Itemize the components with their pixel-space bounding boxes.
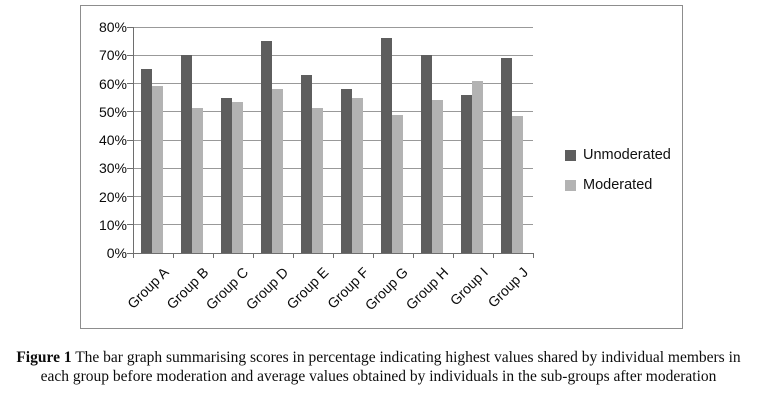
gridline	[133, 196, 533, 197]
bar-group-b-unmoderated	[181, 55, 192, 253]
gridline	[133, 111, 533, 113]
y-axis-tick	[127, 224, 133, 226]
y-axis-tick	[127, 83, 133, 84]
x-axis-tick	[412, 253, 414, 258]
gridline	[133, 54, 533, 56]
y-axis-tick	[127, 196, 133, 197]
bar-group-i-moderated	[472, 80, 483, 253]
x-axis-tick	[132, 253, 134, 258]
bar-group-g-moderated	[392, 114, 403, 253]
legend-item-unmoderated: Unmoderated	[565, 147, 671, 163]
x-axis-tick	[372, 253, 374, 258]
x-axis-label: Group D	[242, 264, 292, 313]
x-axis-label: Group H	[402, 264, 452, 313]
bar-group-d-unmoderated	[261, 41, 272, 253]
bar-group-j-moderated	[512, 115, 523, 253]
gridline	[133, 83, 533, 84]
legend-label-unmoderated: Unmoderated	[583, 147, 671, 163]
bar-group-d-moderated	[272, 89, 283, 253]
bar-group-f-unmoderated	[341, 89, 352, 253]
y-axis-tick	[127, 252, 133, 254]
x-axis-tick	[492, 253, 494, 258]
x-axis-tick	[212, 253, 214, 258]
x-axis-tick	[532, 253, 534, 258]
figure-caption: Figure 1 The bar graph summarising score…	[0, 349, 757, 386]
unmoderated-swatch-icon	[565, 149, 576, 161]
x-axis-label: Group C	[202, 264, 252, 313]
bar-group-h-moderated	[432, 100, 443, 253]
legend-label-moderated: Moderated	[583, 177, 653, 193]
x-axis-tick	[172, 253, 174, 258]
x-axis-tick	[292, 253, 294, 258]
bar-group-i-unmoderated	[461, 94, 472, 253]
x-axis-label: Group I	[446, 264, 492, 309]
y-axis-tick	[127, 167, 133, 169]
bar-group-a-unmoderated	[141, 69, 152, 253]
gridline	[133, 26, 533, 28]
x-axis-label: Group G	[362, 264, 412, 314]
bar-group-c-moderated	[232, 101, 243, 253]
y-axis-tick	[127, 139, 133, 141]
y-axis-line	[132, 27, 134, 253]
y-axis-tick	[127, 111, 133, 113]
x-axis-label: Group E	[283, 264, 332, 313]
bar-group-j-unmoderated	[501, 58, 512, 253]
y-axis-label: 0%	[106, 245, 127, 261]
x-axis-tick	[332, 253, 334, 258]
y-axis-label: 60%	[98, 75, 127, 92]
bar-group-e-unmoderated	[301, 75, 312, 253]
y-axis-label: 30%	[98, 160, 127, 177]
y-axis-label: 70%	[98, 47, 127, 64]
x-axis-label: Group A	[123, 264, 172, 312]
y-axis-label: 50%	[98, 103, 127, 120]
y-axis-tick	[127, 54, 133, 56]
y-axis-label: 80%	[98, 19, 127, 35]
bar-group-e-moderated	[312, 107, 323, 253]
x-axis-tick	[252, 253, 254, 258]
x-axis-label: Group B	[163, 264, 212, 313]
gridline	[133, 224, 533, 226]
figure-caption-label: Figure 1	[16, 349, 72, 366]
x-axis-label: Group J	[484, 264, 532, 311]
bar-group-a-moderated	[152, 86, 163, 253]
bar-group-b-moderated	[192, 107, 203, 253]
y-axis-tick	[127, 26, 133, 28]
bar-group-f-moderated	[352, 97, 363, 253]
y-axis-label: 40%	[98, 132, 127, 148]
gridline	[133, 139, 533, 141]
y-axis-label: 20%	[98, 188, 127, 205]
chart-frame: Unmoderated Moderated 0% 10% 20% 30% 40% 50% 6…	[80, 5, 683, 329]
gridline	[133, 167, 533, 169]
y-axis-label: 10%	[98, 216, 127, 233]
bar-group-h-unmoderated	[421, 55, 432, 253]
x-axis-tick	[452, 253, 454, 258]
bar-group-g-unmoderated	[381, 38, 392, 253]
bar-group-c-unmoderated	[221, 97, 232, 253]
moderated-swatch-icon	[565, 179, 576, 191]
figure-caption-text: The bar graph summarising scores in perc…	[40, 349, 741, 385]
legend-item-moderated: Moderated	[565, 177, 653, 193]
